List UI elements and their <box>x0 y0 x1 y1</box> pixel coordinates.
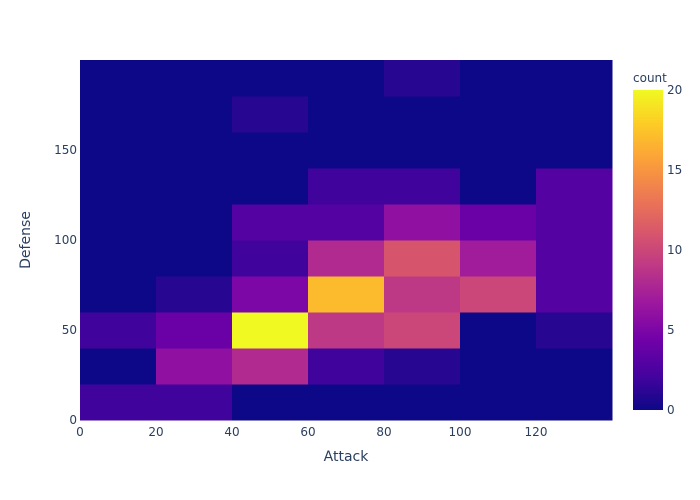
x-tick-label: 80 <box>376 425 391 439</box>
heatmap-cell <box>384 132 461 169</box>
colorbar-tick-label: 5 <box>667 323 675 337</box>
heatmap-cell <box>156 168 233 205</box>
x-axis-ticks: 0 20 40 60 80 100 120 <box>76 425 547 439</box>
heatmap-cell <box>156 132 233 169</box>
heatmap-cell <box>536 132 613 169</box>
heatmap-cell <box>232 348 309 385</box>
heatmap-cell <box>308 348 385 385</box>
x-axis-title: Attack <box>324 449 370 465</box>
heatmap-cell <box>460 204 537 241</box>
heatmap-cell <box>536 384 613 421</box>
heatmap-cells <box>80 60 613 421</box>
heatmap-cell <box>156 276 233 313</box>
heatmap-cell <box>232 132 309 169</box>
colorbar-title: count <box>633 71 667 85</box>
heatmap-cell <box>384 348 461 385</box>
heatmap-cell <box>384 384 461 421</box>
colorbar-tick-label: 20 <box>667 83 682 97</box>
heatmap-cell <box>80 204 157 241</box>
heatmap-cell <box>384 60 461 97</box>
heatmap-cell <box>536 348 613 385</box>
colorbar: 0 5 10 15 20 count <box>633 71 682 417</box>
heatmap-cell <box>460 240 537 277</box>
heatmap-cell <box>460 96 537 133</box>
heatmap-cell <box>232 204 309 241</box>
heatmap-cell <box>460 312 537 349</box>
heatmap-cell <box>384 276 461 313</box>
heatmap-cell <box>232 276 309 313</box>
heatmap-cell <box>156 96 233 133</box>
heatmap-cell <box>536 204 613 241</box>
heatmap-cell <box>80 132 157 169</box>
x-tick-label: 20 <box>148 425 163 439</box>
heatmap-cell <box>232 384 309 421</box>
heatmap-cell <box>232 168 309 205</box>
heatmap-cell <box>384 204 461 241</box>
heatmap-cell <box>156 204 233 241</box>
heatmap-cell <box>80 96 157 133</box>
heatmap-cell <box>308 312 385 349</box>
heatmap-cell <box>536 168 613 205</box>
heatmap-cell <box>156 384 233 421</box>
x-tick-label: 100 <box>449 425 472 439</box>
colorbar-gradient <box>633 90 663 410</box>
heatmap-cell <box>460 168 537 205</box>
heatmap-cell <box>80 60 157 97</box>
colorbar-tick-label: 15 <box>667 163 682 177</box>
heatmap-cell <box>308 132 385 169</box>
heatmap-cell <box>460 132 537 169</box>
heatmap-cell <box>384 240 461 277</box>
colorbar-tick-label: 10 <box>667 243 682 257</box>
y-tick-label: 150 <box>54 143 77 157</box>
y-tick-label: 50 <box>62 323 77 337</box>
heatmap-cell <box>536 240 613 277</box>
heatmap-cell <box>460 384 537 421</box>
heatmap-cell <box>308 60 385 97</box>
heatmap-cell <box>536 276 613 313</box>
heatmap-cell <box>232 312 309 349</box>
y-axis-title: Defense <box>18 211 34 269</box>
heatmap-cell <box>156 240 233 277</box>
heatmap-cell <box>308 168 385 205</box>
heatmap-cell <box>308 204 385 241</box>
y-tick-label: 100 <box>54 233 77 247</box>
heatmap-cell <box>384 96 461 133</box>
heatmap-cell <box>156 348 233 385</box>
heatmap-cell <box>80 240 157 277</box>
y-tick-label: 0 <box>69 413 77 427</box>
heatmap-cell <box>232 240 309 277</box>
heatmap-cell <box>232 96 309 133</box>
x-tick-label: 0 <box>76 425 84 439</box>
heatmap-cell <box>156 312 233 349</box>
y-axis-ticks: 0 50 100 150 <box>54 143 77 427</box>
heatmap-cell <box>80 312 157 349</box>
heatmap-cell <box>308 240 385 277</box>
heatmap-cell <box>156 60 233 97</box>
heatmap-cell <box>460 276 537 313</box>
heatmap-cell <box>460 60 537 97</box>
heatmap-cell <box>80 348 157 385</box>
heatmap-cell <box>384 312 461 349</box>
heatmap-cell <box>80 276 157 313</box>
heatmap-cell <box>384 168 461 205</box>
heatmap-cell <box>80 384 157 421</box>
colorbar-ticks: 0 5 10 15 20 <box>667 83 682 417</box>
heatmap-cell <box>460 348 537 385</box>
heatmap-cell <box>308 96 385 133</box>
colorbar-tick-label: 0 <box>667 403 675 417</box>
x-tick-label: 40 <box>224 425 239 439</box>
heatmap-cell <box>80 168 157 205</box>
heatmap-cell <box>308 384 385 421</box>
heatmap-cell <box>536 60 613 97</box>
x-tick-label: 120 <box>525 425 548 439</box>
heatmap-cell <box>232 60 309 97</box>
x-tick-label: 60 <box>300 425 315 439</box>
heatmap-cell <box>308 276 385 313</box>
heatmap-cell <box>536 96 613 133</box>
heatmap-cell <box>536 312 613 349</box>
